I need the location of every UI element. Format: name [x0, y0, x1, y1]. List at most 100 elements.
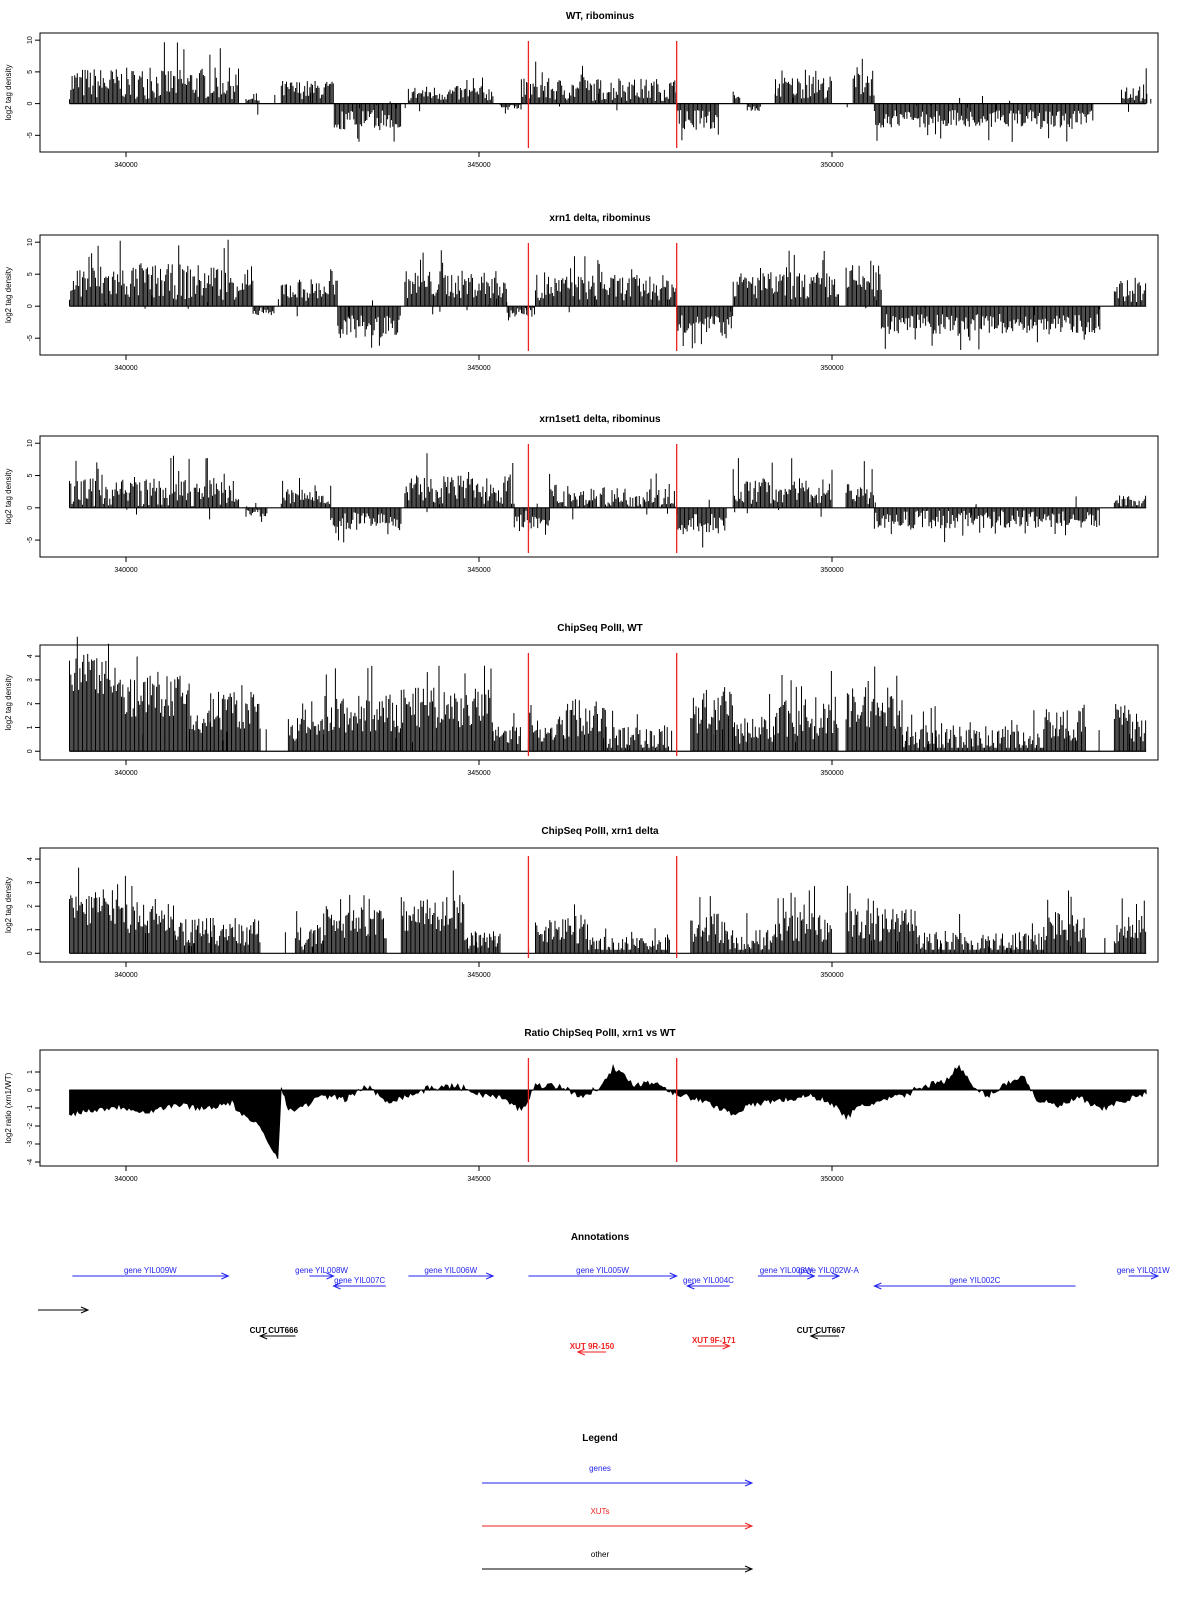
y-tick-label: 0 [27, 102, 34, 106]
plot-frame [39, 847, 1159, 963]
y-tick-label: 2 [27, 702, 34, 706]
legend-title: Legend [582, 1433, 618, 1444]
y-tick-label: 2 [27, 904, 34, 908]
data-bars [69, 867, 1147, 954]
feature-label: XUT 9R-150 [570, 1342, 615, 1351]
feature-arrow-head [873, 1282, 882, 1290]
feature-label: gene YIL002C [949, 1276, 1000, 1285]
x-tick-label: 350000 [820, 567, 843, 574]
annotations-title: Annotations [571, 1232, 630, 1243]
plot-frame [39, 435, 1159, 558]
legend-label: genes [589, 1464, 611, 1473]
y-tick-label: 5 [27, 473, 34, 477]
chart-panel-5: ChipSeq PolII, xrn1 delta log2 tag densit… [4, 826, 1159, 979]
y-tick-label: 0 [27, 951, 34, 955]
chart-panel-6: Ratio ChipSeq PolII, xrn1 vs WT log2 rati… [4, 1028, 1159, 1183]
y-axis-label: log2 tag density [4, 267, 13, 323]
feature-label: XUT 9F-171 [692, 1336, 736, 1345]
feature-label: CUT CUT667 [797, 1326, 846, 1335]
feature-label: gene YIL007C [334, 1276, 385, 1285]
legend-label: XUTs [590, 1507, 609, 1516]
y-tick-label: 10 [27, 238, 34, 246]
chart-panel-2: xrn1 delta, ribominus log2 tag density -5 0… [4, 213, 1159, 372]
data-bars [69, 636, 1147, 752]
feature-arrow-head [221, 1272, 230, 1280]
feature-arrow-head [485, 1272, 495, 1280]
plot-frame [39, 32, 1159, 153]
x-tick-label: 340000 [114, 162, 137, 169]
y-tick-label: -5 [27, 132, 34, 138]
y-axis-label: log2 tag density [4, 64, 13, 120]
x-tick-label: 350000 [820, 162, 843, 169]
y-axis-label: log2 tag density [4, 468, 13, 524]
y-tick-label: 3 [27, 678, 34, 682]
feature-label: CUT CUT666 [250, 1326, 299, 1335]
y-tick-label: 10 [27, 439, 34, 447]
x-tick-label: 350000 [820, 770, 843, 777]
x-tick-label: 345000 [467, 770, 490, 777]
y-tick-label: -2 [27, 1123, 34, 1129]
y-tick-label: -4 [27, 1159, 34, 1165]
x-tick-label: 350000 [820, 365, 843, 372]
chart-panel-3: xrn1set1 delta, ribominus log2 tag densit… [4, 414, 1159, 574]
feature-label: gene YIL002W-A [798, 1266, 859, 1275]
x-tick-label: 340000 [114, 1176, 137, 1183]
y-tick-label: -5 [27, 335, 34, 341]
chart-title: xrn1 delta, ribominus [549, 213, 651, 224]
legend-label: other [591, 1550, 610, 1559]
x-tick-label: 345000 [467, 365, 490, 372]
chart-panel-1: WT, ribominus log2 tag density -5 0 5 10 34000… [4, 11, 1159, 169]
y-axis-label: log2 tag density [4, 674, 13, 730]
x-tick-label: 340000 [114, 972, 137, 979]
edge-arrow-head [80, 1306, 90, 1314]
feature-arrow-head [831, 1272, 841, 1280]
legend-arrow-head [744, 1565, 754, 1573]
feature-arrow-head [258, 1332, 268, 1340]
x-tick-label: 345000 [467, 567, 490, 574]
feature-arrow-head [326, 1272, 335, 1280]
y-tick-label: 3 [27, 881, 34, 885]
feature-arrow-head [1150, 1272, 1160, 1280]
y-axis-label: log2 tag density [4, 877, 13, 933]
y-tick-label: 1 [27, 725, 34, 729]
feature-label: gene YIL003W [760, 1266, 813, 1275]
plot-frame [39, 1049, 1159, 1167]
y-tick-label: 5 [27, 70, 34, 74]
y-tick-label: 4 [27, 857, 34, 861]
feature-arrow-head [669, 1272, 678, 1280]
ratio-area [69, 1063, 1147, 1160]
x-tick-label: 350000 [820, 972, 843, 979]
feature-label: gene YIL009W [124, 1266, 177, 1275]
feature-arrow-head [722, 1342, 731, 1350]
legend-arrow-head [744, 1522, 754, 1530]
y-tick-label: 5 [27, 272, 34, 276]
x-tick-label: 345000 [467, 1176, 490, 1183]
y-tick-label: 4 [27, 654, 34, 658]
y-tick-label: 1 [27, 1070, 34, 1074]
data-bars [69, 42, 1152, 142]
feature-label: gene YIL001W [1117, 1266, 1170, 1275]
feature-arrow-head [809, 1332, 819, 1340]
chart-title: WT, ribominus [566, 11, 635, 22]
plot-frame [39, 644, 1159, 761]
y-tick-label: 0 [27, 1088, 34, 1092]
y-tick-label: 1 [27, 928, 34, 932]
chart-title: ChipSeq PolII, WT [557, 623, 643, 634]
feature-label: gene YIL006W [424, 1266, 477, 1275]
y-tick-label: 0 [27, 506, 34, 510]
data-bars [69, 453, 1147, 548]
y-tick-label: -5 [27, 537, 34, 543]
chart-title: ChipSeq PolII, xrn1 delta [541, 826, 659, 837]
x-tick-label: 340000 [114, 365, 137, 372]
x-tick-label: 345000 [467, 972, 490, 979]
data-bars [69, 239, 1147, 350]
feature-arrow-head [332, 1282, 341, 1290]
feature-arrow-head [807, 1272, 816, 1280]
y-tick-label: 10 [27, 36, 34, 44]
x-tick-label: 340000 [114, 770, 137, 777]
chart-panel-4: ChipSeq PolII, WT log2 tag density 0 1 2 3 4 34… [4, 623, 1159, 777]
feature-label: gene YIL008W [295, 1266, 348, 1275]
x-tick-label: 340000 [114, 567, 137, 574]
